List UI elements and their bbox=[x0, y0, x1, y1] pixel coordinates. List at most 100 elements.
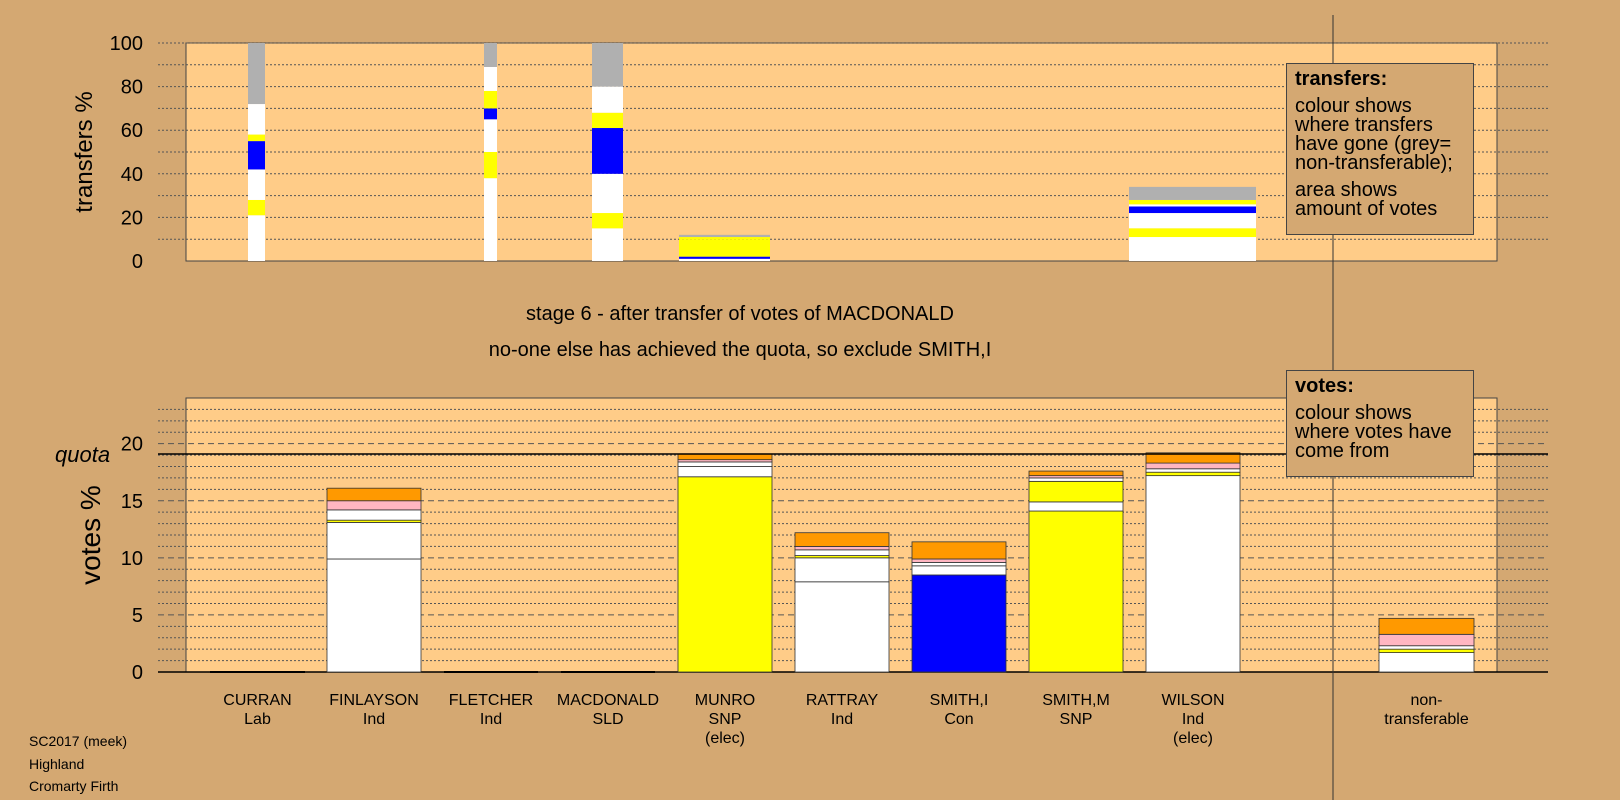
transfer-segment bbox=[592, 43, 623, 87]
transfer-segment bbox=[248, 215, 265, 261]
vote-segment bbox=[1145, 471, 1241, 477]
votes-y-axis-label: votes % bbox=[75, 485, 106, 585]
vote-segment bbox=[677, 466, 773, 478]
votes-y-tick-label: 5 bbox=[132, 605, 143, 627]
category-label: non- bbox=[1410, 692, 1442, 709]
vote-segment bbox=[1378, 648, 1475, 653]
vote-segment bbox=[794, 557, 890, 583]
vote-segment bbox=[1145, 452, 1241, 464]
vote-segment bbox=[1378, 652, 1475, 673]
transfer-segment bbox=[484, 178, 497, 261]
category-label: FLETCHER bbox=[449, 692, 533, 709]
votes-chart: 0 5 10 15 20 votes % quota CURRAN Lab FINLAYSON In… bbox=[55, 15, 1548, 800]
vote-segment bbox=[1028, 501, 1124, 512]
votes-legend-text: colour shows where votes have come from bbox=[1295, 402, 1452, 462]
transfer-segment bbox=[484, 66, 497, 91]
vote-segment bbox=[911, 558, 1007, 563]
category-party: SLD bbox=[592, 711, 623, 728]
category-party: SNP bbox=[709, 711, 742, 728]
transfers-y-tick-label: 60 bbox=[121, 120, 143, 142]
category-sublabel: transferable bbox=[1384, 711, 1469, 728]
transfer-segment bbox=[484, 90, 497, 109]
category-label: FINLAYSON bbox=[329, 692, 419, 709]
transfers-y-tick-label: 20 bbox=[121, 207, 143, 229]
transfer-segment bbox=[1129, 228, 1256, 238]
votes-legend: votes: colour shows where votes have com… bbox=[1286, 370, 1474, 477]
vote-segment bbox=[677, 461, 773, 467]
quota-label: quota bbox=[55, 442, 110, 467]
vote-segment bbox=[911, 562, 1007, 567]
transfer-segment bbox=[248, 104, 265, 135]
votes-y-tick-label: 15 bbox=[121, 491, 143, 513]
category-party: Con bbox=[944, 711, 973, 728]
category-party: Ind bbox=[363, 711, 385, 728]
category-label: WILSON bbox=[1161, 692, 1224, 709]
category-note: (elec) bbox=[705, 730, 745, 747]
transfer-segment bbox=[592, 112, 623, 129]
vote-segment bbox=[326, 500, 422, 511]
category-note: (elec) bbox=[1173, 730, 1213, 747]
vote-segment bbox=[1028, 510, 1124, 673]
votes-y-tick-label: 0 bbox=[132, 662, 143, 684]
ward-name: Cromarty Firth bbox=[29, 778, 119, 794]
vote-segment bbox=[1145, 468, 1241, 473]
vote-segment bbox=[677, 476, 773, 673]
transfer-segment bbox=[592, 86, 623, 113]
votes-y-tick-label: 20 bbox=[121, 434, 143, 456]
votes-legend-title: votes: bbox=[1295, 375, 1354, 397]
transfers-legend: transfers: colour shows where transfers … bbox=[1286, 63, 1474, 235]
transfer-segment bbox=[679, 239, 770, 257]
transfers-y-tick-label: 0 bbox=[132, 251, 143, 273]
category-party: Ind bbox=[1182, 711, 1204, 728]
vote-segment bbox=[1145, 475, 1241, 673]
transfer-segment bbox=[484, 152, 497, 179]
transfer-segment bbox=[484, 43, 497, 67]
category-party: Ind bbox=[480, 711, 502, 728]
transfer-segment bbox=[248, 141, 265, 170]
vote-segment bbox=[326, 522, 422, 560]
transfer-segment bbox=[248, 169, 265, 200]
category-label: SMITH,M bbox=[1042, 692, 1110, 709]
vote-segment bbox=[1028, 477, 1124, 482]
vote-segment bbox=[794, 581, 890, 673]
transfers-legend-area-text: area shows amount of votes bbox=[1295, 179, 1438, 220]
transfer-segment bbox=[679, 256, 770, 259]
vote-segment bbox=[326, 487, 422, 502]
vote-segment bbox=[1378, 633, 1475, 647]
category-label: MUNRO bbox=[695, 692, 755, 709]
transfer-segment bbox=[592, 128, 623, 174]
council-name: Highland bbox=[29, 756, 85, 772]
vote-segment bbox=[911, 565, 1007, 576]
transfer-segment bbox=[1129, 206, 1256, 214]
category-label: RATTRAY bbox=[806, 692, 879, 709]
transfers-y-tick-label: 40 bbox=[121, 164, 143, 186]
vote-segment bbox=[1378, 617, 1475, 635]
vote-segment bbox=[1028, 470, 1124, 477]
transfers-legend-text: colour shows where transfers have gone (… bbox=[1295, 95, 1453, 174]
transfer-segment bbox=[679, 237, 770, 240]
vote-segment bbox=[1145, 462, 1241, 470]
vote-segment bbox=[794, 532, 890, 547]
vote-segment bbox=[326, 558, 422, 673]
stage-title: stage 6 - after transfer of votes of MAC… bbox=[526, 303, 954, 325]
transfer-segment bbox=[484, 108, 497, 120]
transfer-segment bbox=[1129, 237, 1256, 261]
category-label: CURRAN bbox=[223, 692, 291, 709]
transfer-segment bbox=[248, 134, 265, 142]
vote-segment bbox=[326, 509, 422, 521]
transfer-segment bbox=[1129, 186, 1256, 200]
vote-segment bbox=[1378, 645, 1475, 650]
transfer-segment bbox=[679, 234, 770, 238]
category-label: MACDONALD bbox=[557, 692, 659, 709]
transfers-legend-title: transfers: bbox=[1295, 68, 1388, 90]
transfer-segment bbox=[1129, 204, 1256, 207]
votes-y-tick-label: 10 bbox=[121, 548, 143, 570]
transfers-y-tick-label: 100 bbox=[110, 33, 143, 55]
transfers-y-axis-label: transfers % bbox=[71, 91, 98, 212]
vote-segment bbox=[794, 546, 890, 551]
vote-segment bbox=[677, 453, 773, 461]
category-label: SMITH,I bbox=[930, 692, 989, 709]
transfer-segment bbox=[679, 258, 770, 261]
category-party: Lab bbox=[244, 711, 271, 728]
